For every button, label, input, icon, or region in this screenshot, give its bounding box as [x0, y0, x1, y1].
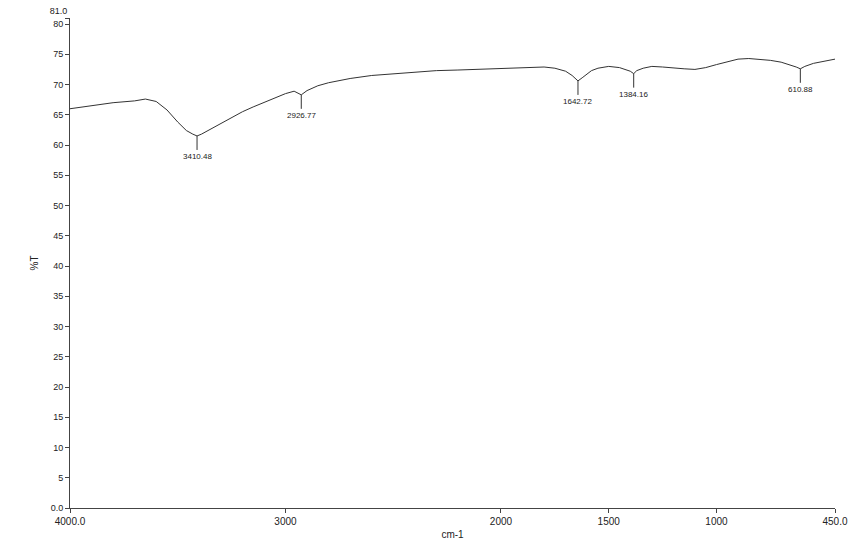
svg-text:cm-1: cm-1	[441, 529, 464, 540]
svg-text:1000: 1000	[705, 516, 728, 527]
svg-text:2926.77: 2926.77	[287, 111, 316, 120]
svg-text:10: 10	[53, 443, 63, 453]
svg-text:450.0: 450.0	[822, 516, 847, 527]
svg-text:0.0: 0.0	[51, 503, 64, 513]
svg-text:20: 20	[53, 382, 63, 392]
svg-text:610.88: 610.88	[788, 85, 813, 94]
svg-text:25: 25	[53, 352, 63, 362]
svg-text:50: 50	[53, 201, 63, 211]
svg-text:45: 45	[53, 231, 63, 241]
svg-text:30: 30	[53, 322, 63, 332]
svg-text:1384.16: 1384.16	[619, 90, 648, 99]
svg-text:35: 35	[53, 291, 63, 301]
svg-text:55: 55	[53, 170, 63, 180]
svg-text:3000: 3000	[274, 516, 297, 527]
svg-text:3410.48: 3410.48	[183, 152, 212, 161]
svg-text:70: 70	[53, 80, 63, 90]
svg-text:75: 75	[53, 49, 63, 59]
svg-text:1500: 1500	[598, 516, 621, 527]
svg-text:80: 80	[53, 19, 63, 29]
svg-text:60: 60	[53, 140, 63, 150]
svg-text:81.0: 81.0	[50, 6, 68, 16]
svg-text:%T: %T	[29, 256, 40, 271]
svg-text:4000.0: 4000.0	[55, 516, 86, 527]
svg-text:2000: 2000	[490, 516, 513, 527]
svg-text:15: 15	[53, 412, 63, 422]
svg-text:40: 40	[53, 261, 63, 271]
svg-text:65: 65	[53, 110, 63, 120]
svg-text:5: 5	[58, 473, 63, 483]
svg-text:1642.72: 1642.72	[563, 97, 592, 106]
